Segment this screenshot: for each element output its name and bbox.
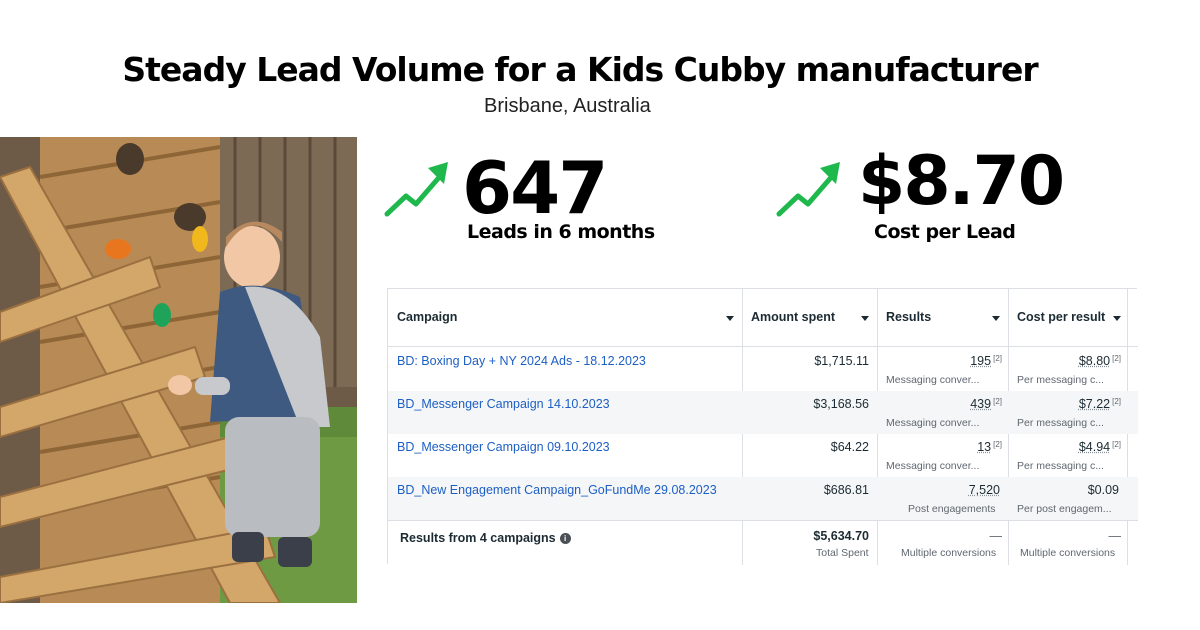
campaign-link[interactable]: BD_Messenger Campaign 09.10.2023 [397,440,610,454]
column-header-amount-spent[interactable]: Amount spent [742,289,877,347]
column-header-campaign[interactable]: Campaign [388,289,742,347]
table-row: BD_New Engagement Campaign_GoFundMe 29.0… [388,477,1138,520]
amount-spent-value: $64.22 [830,440,869,454]
campaign-table: Campaign Amount spent Results Cost per r… [387,288,1138,565]
table-row: BD_Messenger Campaign 14.10.2023 $3,168.… [388,391,1138,434]
cubby-photo [0,137,357,603]
campaign-link[interactable]: BD: Boxing Day + NY 2024 Ads - 18.12.202… [397,354,646,368]
total-results-value: — [989,529,1003,543]
cubby-photo-illustration [0,137,357,603]
table-header: Campaign Amount spent Results Cost per r… [388,289,1138,347]
total-results-label: Multiple conversions [901,547,997,559]
results-value: 13 [2] [977,440,1002,454]
cost-per-result-value: $7.22 [2] [1078,397,1121,411]
page-title: Steady Lead Volume for a Kids Cubby manu… [122,50,1038,89]
sort-caret-icon[interactable] [861,316,869,321]
table-row: BD: Boxing Day + NY 2024 Ads - 18.12.202… [388,348,1138,391]
column-header-results[interactable]: Results [877,289,1008,347]
results-type: Messaging conver... [886,417,980,429]
amount-spent-value: $3,168.56 [813,397,869,411]
stat-cost-caption: Cost per Lead [874,221,1016,243]
amount-spent-value: $686.81 [823,483,869,497]
table-total-row: Results from 4 campaigns i $5,634.70 Tota… [388,520,1138,565]
sort-caret-icon[interactable] [992,316,1000,321]
stat-cost-per-lead: $8.70 Cost per Lead [776,148,1076,248]
cost-per-result-type: Per messaging c... [1017,417,1104,429]
results-value: 195 [2] [970,354,1002,368]
results-type: Messaging conver... [886,460,980,472]
stat-cost-value: $8.70 [858,142,1065,221]
cost-per-result-value: $0.09 [1087,483,1119,497]
stat-leads-value: 647 [462,146,608,230]
stat-leads-caption: Leads in 6 months [467,221,655,243]
trend-up-arrow-icon [776,162,840,217]
stat-leads: 647 Leads in 6 months [384,150,674,250]
total-cpr-value: — [1108,529,1122,543]
results-type: Messaging conver... [886,374,980,386]
cost-per-result-value: $8.80 [2] [1078,354,1121,368]
results-value: 7,520 [968,483,1000,497]
cost-per-result-type: Per messaging c... [1017,460,1104,472]
total-spent-label: Total Spent [816,547,869,559]
amount-spent-value: $1,715.11 [814,354,869,368]
total-spent-value: $5,634.70 [813,529,869,543]
trend-up-arrow-icon [384,162,448,217]
total-label: Results from 4 campaigns i [400,531,571,545]
location-subtitle: Brisbane, Australia [484,95,651,117]
column-header-cost-per-result[interactable]: Cost per result [1008,289,1127,347]
results-value: 439 [2] [970,397,1002,411]
cost-per-result-type: Per post engagem... [1017,503,1112,515]
cost-per-result-value: $4.94 [2] [1078,440,1121,454]
info-icon[interactable]: i [559,533,571,545]
campaign-link[interactable]: BD_New Engagement Campaign_GoFundMe 29.0… [397,483,717,497]
results-type: Post engagements [908,503,996,515]
total-cpr-label: Multiple conversions [1020,547,1116,559]
sort-caret-icon[interactable] [1113,316,1121,321]
sort-caret-icon[interactable] [726,316,734,321]
table-row: BD_Messenger Campaign 09.10.2023 $64.22 … [388,434,1138,477]
cost-per-result-type: Per messaging c... [1017,374,1104,386]
campaign-link[interactable]: BD_Messenger Campaign 14.10.2023 [397,397,610,411]
